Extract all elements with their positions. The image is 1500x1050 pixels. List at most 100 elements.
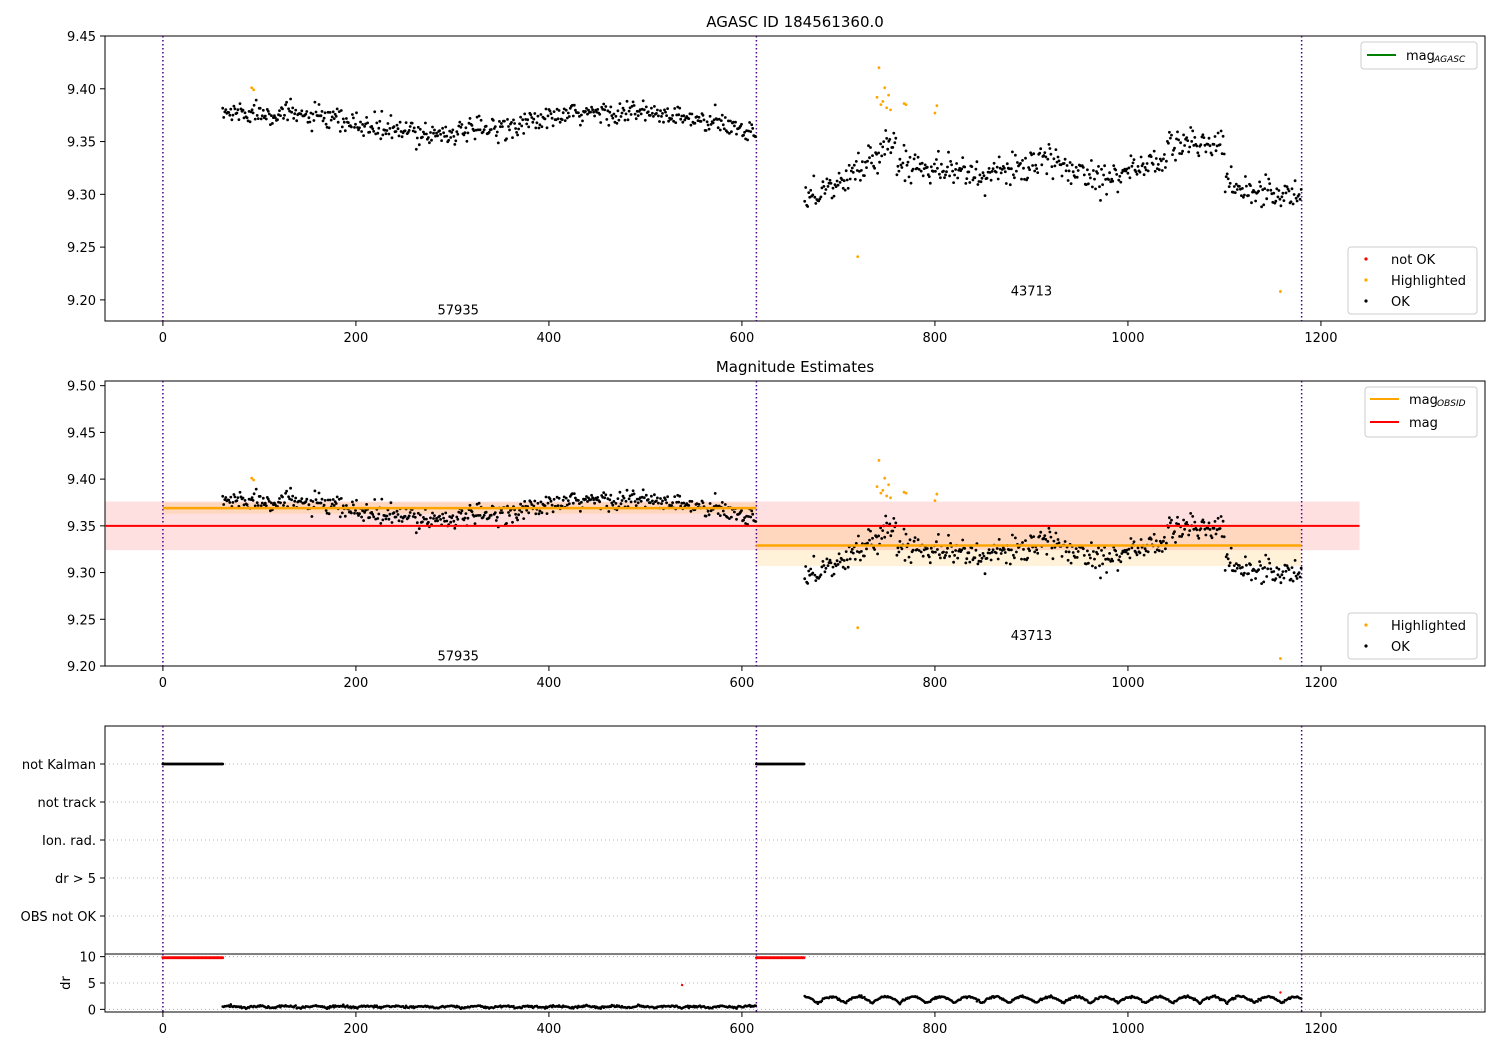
- agasc-ok-point: [514, 127, 517, 130]
- agasc-ok-point: [484, 124, 488, 128]
- agasc-highlighted-point: [875, 95, 879, 99]
- estimates-ok-point: [1013, 556, 1016, 560]
- agasc-ok-point: [586, 112, 589, 116]
- agasc-ok-point: [589, 110, 592, 114]
- agasc-ok-point: [1181, 149, 1184, 153]
- estimates-ok-point: [602, 491, 606, 494]
- agasc-ok-point: [1292, 193, 1296, 196]
- agasc-ok-point: [307, 116, 311, 120]
- agasc-ok-point: [1298, 197, 1302, 201]
- estimates-ok-point: [973, 556, 977, 560]
- estimates-ok-point: [322, 503, 326, 507]
- agasc-ok-point: [1056, 155, 1060, 159]
- estimates-ok-point: [472, 514, 476, 518]
- estimates-ok-point: [823, 570, 827, 574]
- agasc-ok-point: [960, 167, 964, 171]
- estimates-ok-point: [250, 496, 254, 500]
- agasc-ok-point: [1050, 165, 1054, 169]
- agasc-ok-point: [295, 119, 299, 123]
- agasc-ok-point: [985, 176, 989, 180]
- agasc-ok-point: [615, 121, 619, 125]
- estimates-ok-point: [1216, 516, 1220, 520]
- estimates-highlighted-point: [887, 483, 891, 487]
- estimates-ok-point: [964, 561, 968, 565]
- agasc-legend-subscript: AGASC: [1433, 55, 1466, 65]
- agasc-ok-point: [919, 169, 923, 173]
- estimates-ok-point: [1039, 530, 1043, 534]
- agasc-ok-point: [1290, 187, 1294, 191]
- agasc-ok-point: [1283, 184, 1287, 188]
- estimates-ok-point: [881, 529, 885, 532]
- agasc-ok-point: [1075, 175, 1079, 179]
- estimates-ok-point: [392, 511, 396, 515]
- estimates-ok-point: [536, 501, 540, 505]
- agasc-ok-point: [870, 161, 873, 165]
- agasc-ok-point: [904, 149, 908, 153]
- agasc-ok-point: [877, 151, 880, 155]
- estimates-ok-point: [360, 515, 363, 519]
- agasc-ok-point: [951, 169, 954, 173]
- estimates-highlighted-point: [904, 491, 908, 495]
- estimates-ok-point: [1173, 530, 1176, 534]
- estimates-ok-point: [1023, 557, 1026, 561]
- estimates-ok-point: [609, 493, 613, 497]
- agasc-ok-point: [606, 109, 610, 113]
- estimates-ok-point: [425, 517, 428, 521]
- agasc-ok-point: [362, 134, 365, 138]
- agasc-ok-point: [693, 121, 697, 125]
- agasc-ok-point: [320, 110, 324, 113]
- estimates-ok-point: [1259, 564, 1262, 567]
- estimates-ok-point: [358, 512, 361, 516]
- estimates-ok-point: [1276, 573, 1280, 577]
- agasc-panel: AGASC ID 184561360.0 0 200 400 600 800 1000 12…: [67, 13, 1486, 346]
- estimates-ok-point: [463, 516, 467, 520]
- agasc-ok-point: [996, 177, 1000, 181]
- estimates-ok-point: [287, 495, 290, 499]
- estimates-ok-point: [433, 514, 436, 517]
- agasc-ok-point: [1197, 154, 1201, 158]
- agasc-ok-point: [931, 170, 935, 173]
- estimates-ok-point: [1149, 537, 1153, 541]
- agasc-ok-point: [977, 180, 981, 183]
- agasc-ok-point: [1135, 172, 1139, 176]
- agasc-ok-point: [915, 166, 919, 170]
- estimates-ok-point: [476, 514, 480, 517]
- estimates-ok-point: [896, 546, 900, 550]
- estimates-ok-point: [363, 511, 366, 514]
- estimates-ok-point: [608, 498, 612, 502]
- agasc-ok-point: [1165, 159, 1168, 163]
- estimates-ok-point: [1210, 536, 1214, 540]
- agasc-ok-point: [859, 178, 862, 182]
- estimates-ok-point: [979, 560, 983, 563]
- estimates-ok-point: [997, 538, 1001, 541]
- agasc-ok-point: [1007, 167, 1011, 171]
- estimates-ok-point: [1010, 548, 1013, 552]
- agasc-ok-point: [282, 117, 285, 120]
- estimates-ok-point: [389, 501, 393, 505]
- agasc-ok-point: [255, 114, 259, 117]
- estimates-ok-point: [1100, 549, 1103, 552]
- estimates-ok-point: [830, 574, 834, 578]
- estimates-ok-point: [1096, 552, 1099, 556]
- agasc-ok-point: [689, 123, 693, 127]
- estimates-ok-point: [1242, 573, 1245, 577]
- agasc-ok-point: [873, 166, 876, 170]
- agasc-ok-point: [566, 111, 570, 115]
- estimates-ok-point: [1165, 541, 1168, 545]
- estimates-ok-point: [532, 504, 536, 508]
- agasc-ok-point: [681, 120, 685, 124]
- agasc-ok-point: [571, 114, 575, 118]
- estimates-ok-point: [323, 499, 327, 502]
- agasc-ok-point: [954, 168, 957, 171]
- estimates-ok-point: [1138, 551, 1142, 555]
- dr-point: [1115, 1000, 1118, 1003]
- estimates-ok-point: [970, 546, 974, 550]
- agasc-ok-point: [453, 143, 457, 146]
- estimates-ok-point: [1157, 549, 1161, 553]
- agasc-ok-point: [578, 115, 581, 118]
- estimates-ok-point: [1118, 555, 1122, 558]
- estimates-ok-point: [380, 497, 384, 501]
- agasc-ok-point: [1294, 196, 1298, 200]
- estimates-ok-point: [916, 538, 920, 542]
